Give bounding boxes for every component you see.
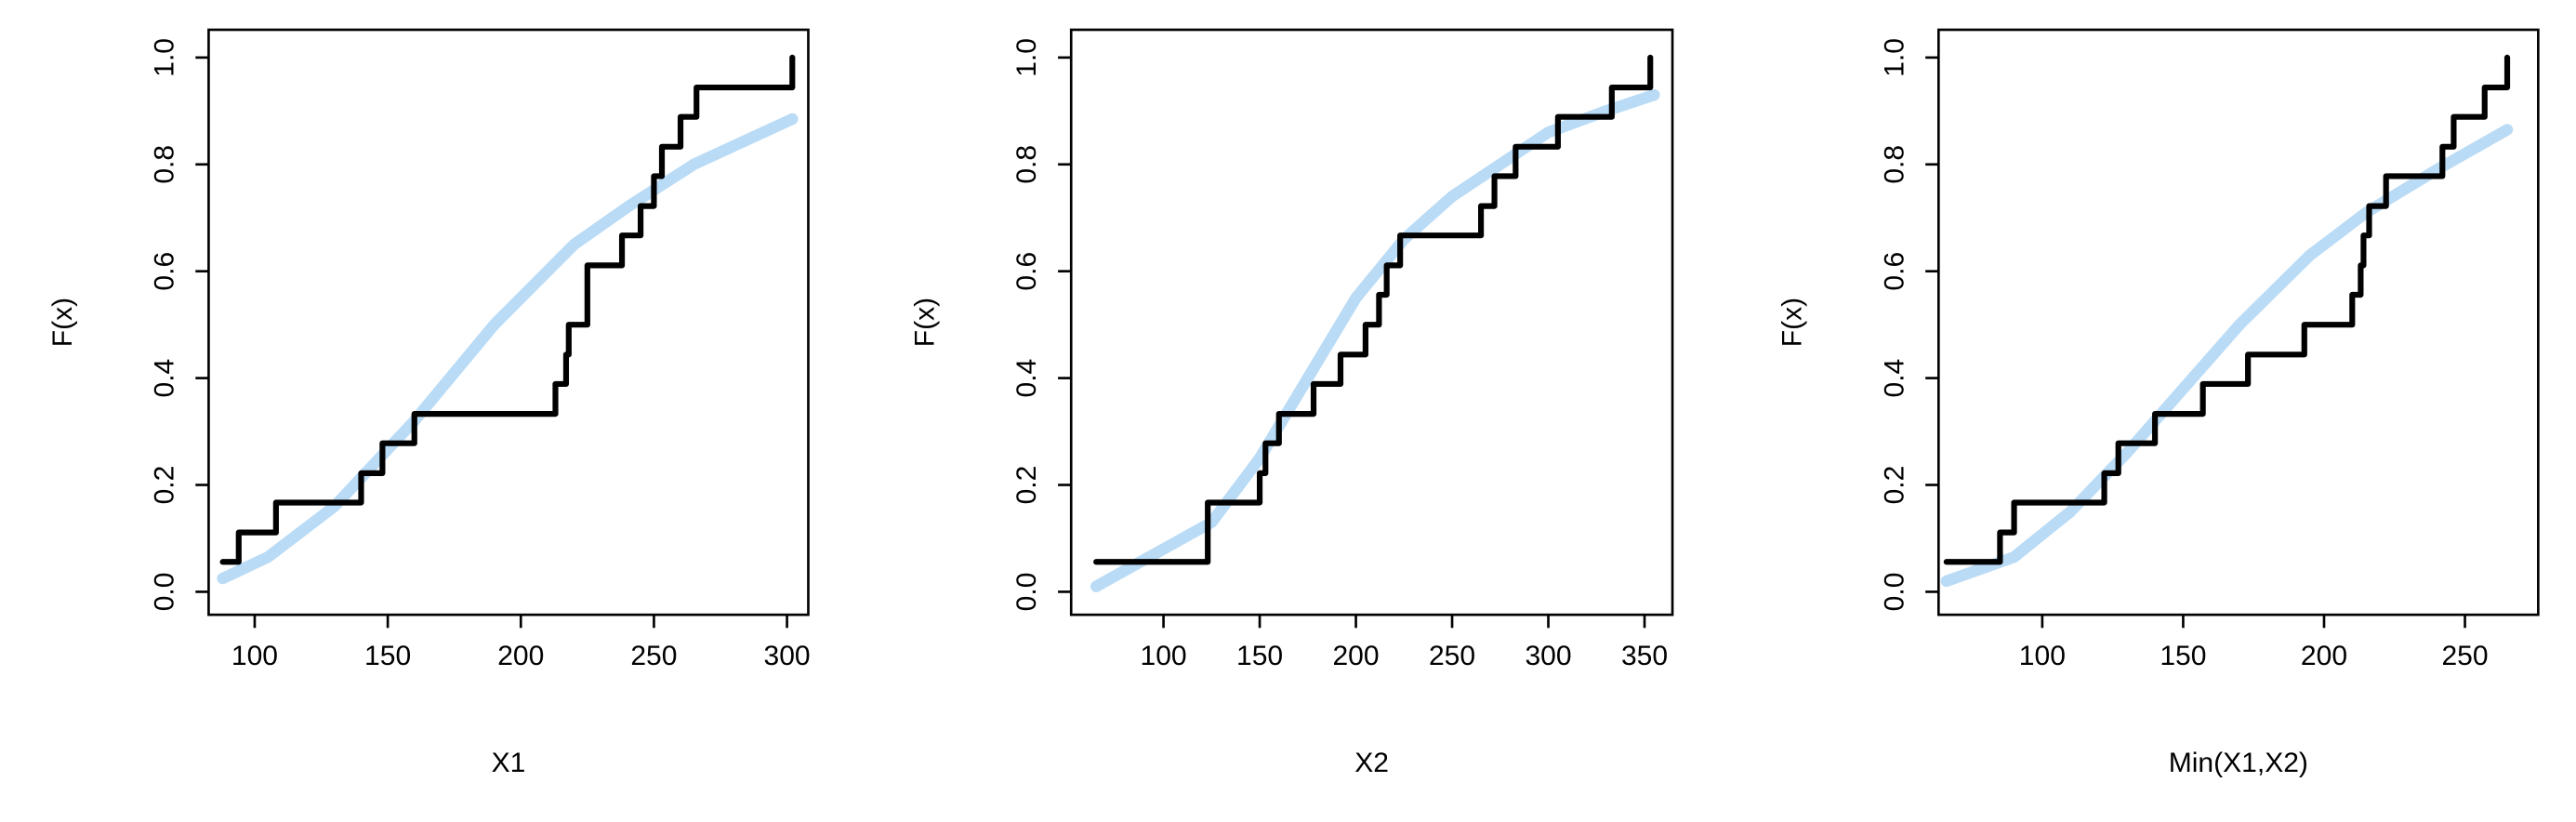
x-tick-label: 100 (2019, 641, 2066, 671)
y-axis-label: F(x) (910, 298, 941, 347)
y-tick-label: 0.0 (1879, 573, 1909, 612)
y-tick-label: 0.2 (1011, 466, 1042, 505)
x-axis-label: X2 (1354, 748, 1389, 778)
x-tick-label: 250 (1429, 641, 1475, 671)
y-tick-label: 0.8 (1879, 145, 1909, 184)
fitted-cdf (217, 113, 799, 585)
y-tick-label: 1.0 (1879, 38, 1909, 77)
x-tick-label: 200 (1332, 641, 1379, 671)
y-tick-label: 0.6 (149, 252, 179, 291)
y-tick-label: 0.4 (1879, 359, 1909, 398)
y-tick-label: 1.0 (1011, 38, 1042, 77)
y-tick-label: 1.0 (149, 38, 179, 77)
x-tick-label: 250 (2441, 641, 2488, 671)
fitted-cdf (1940, 124, 2514, 588)
y-tick-label: 0.2 (1879, 466, 1909, 505)
y-tick-label: 0.6 (1011, 252, 1042, 291)
x-tick-label: 150 (2160, 641, 2206, 671)
empirical-cdf (1093, 54, 1654, 565)
y-tick-label: 0.0 (1011, 573, 1042, 612)
y-tick-label: 0.0 (149, 573, 179, 612)
x-tick-label: 300 (764, 641, 811, 671)
x-axis-label: Min(X1,X2) (2169, 748, 2308, 778)
empirical-cdf (1943, 54, 2511, 565)
x-tick-label: 100 (1141, 641, 1187, 671)
y-tick-label: 0.8 (1011, 145, 1042, 184)
plot-frame (207, 28, 810, 616)
x-tick-label: 250 (630, 641, 677, 671)
y-tick-label: 0.8 (149, 145, 179, 184)
x-tick-label: 150 (1236, 641, 1283, 671)
fitted-cdf (1090, 88, 1660, 592)
plot-frame (1069, 28, 1674, 616)
y-axis-label: F(x) (47, 298, 78, 347)
empirical-cdf (219, 54, 796, 565)
y-tick-label: 0.4 (1011, 359, 1042, 398)
x-tick-label: 100 (231, 641, 278, 671)
x-tick-label: 200 (497, 641, 544, 671)
x-tick-label: 350 (1621, 641, 1668, 671)
plot-frame (1936, 28, 2540, 616)
y-tick-label: 0.4 (149, 359, 179, 398)
y-axis-label: F(x) (1777, 298, 1808, 347)
x-tick-label: 300 (1525, 641, 1571, 671)
y-tick-label: 0.6 (1879, 252, 1909, 291)
x-axis-label: X1 (492, 748, 526, 778)
y-tick-label: 0.2 (149, 466, 179, 505)
x-tick-label: 150 (364, 641, 411, 671)
x-tick-label: 200 (2301, 641, 2347, 671)
